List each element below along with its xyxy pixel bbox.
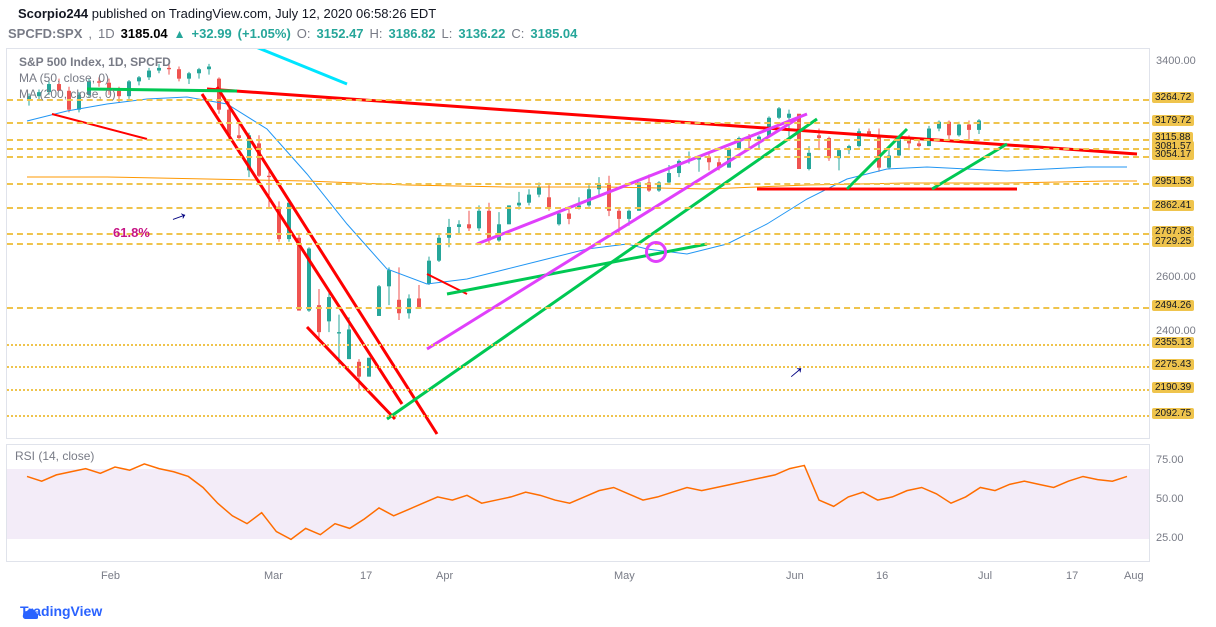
- publish-header: Scorpio244 published on TradingView.com,…: [18, 6, 436, 21]
- rsi-y-tick: 50.00: [1156, 493, 1184, 505]
- last-price: 3185.04: [121, 26, 168, 41]
- interval: 1D: [98, 26, 115, 41]
- h-level-dotted: [7, 344, 1149, 346]
- high-val: 3186.82: [389, 26, 436, 41]
- x-tick: Jul: [978, 570, 992, 582]
- change: +32.99: [192, 26, 232, 41]
- rsi-legend: RSI (14, close): [15, 449, 94, 463]
- x-tick: Mar: [264, 570, 283, 582]
- y-level-badge: 2494.26: [1152, 300, 1194, 311]
- ticker-row: SPCFD:SPX , 1D 3185.04 ▲ +32.99 (+1.05%)…: [8, 26, 577, 41]
- y-level-badge: 2355.13: [1152, 337, 1194, 348]
- cloud-icon: [20, 603, 38, 621]
- y-level-badge: 2190.39: [1152, 382, 1194, 393]
- pub-on: published on: [92, 6, 169, 21]
- fib-label: 61.8%: [113, 225, 150, 240]
- h-level-dashed: [7, 183, 1149, 185]
- ma200-legend: MA (200, close, 0): [19, 87, 171, 101]
- h-level-dashed: [7, 139, 1149, 141]
- low-val: 3136.22: [458, 26, 505, 41]
- rsi-chart[interactable]: RSI (14, close): [6, 444, 1150, 562]
- x-tick: 17: [1066, 570, 1078, 582]
- rsi-y-tick: 75.00: [1156, 454, 1184, 466]
- h-level-dashed: [7, 156, 1149, 158]
- y-level-badge: 3179.72: [1152, 115, 1194, 126]
- circle-marker: [645, 241, 667, 263]
- x-tick: 17: [360, 570, 372, 582]
- chart-legend: S&P 500 Index, 1D, SPCFD MA (50, close, …: [19, 55, 171, 103]
- y-level-badge: 3264.72: [1152, 92, 1194, 103]
- chart-title: S&P 500 Index, 1D, SPCFD: [19, 55, 171, 69]
- h-level-dotted: [7, 366, 1149, 368]
- y-level-badge: 2951.53: [1152, 176, 1194, 187]
- x-tick: 16: [876, 570, 888, 582]
- pub-datetime: July 12, 2020 06:58:26 EDT: [275, 6, 436, 21]
- author: Scorpio244: [18, 6, 88, 21]
- y-level-badge: 2729.25: [1152, 236, 1194, 247]
- price-chart[interactable]: S&P 500 Index, 1D, SPCFD MA (50, close, …: [6, 48, 1150, 439]
- h-level-dashed: [7, 122, 1149, 124]
- y-level-badge: 2767.83: [1152, 226, 1194, 237]
- y-level-badge: 2275.43: [1152, 359, 1194, 370]
- x-tick: May: [614, 570, 635, 582]
- y-level-badge: 2092.75: [1152, 408, 1194, 419]
- up-arrow-icon: ▲: [174, 27, 186, 41]
- x-tick: Feb: [101, 570, 120, 582]
- y-tick: 2600.00: [1156, 271, 1196, 283]
- h-level-dotted: [7, 389, 1149, 391]
- h-level-dashed: [7, 307, 1149, 309]
- open-val: 3152.47: [317, 26, 364, 41]
- rsi-y-axis: 75.00 50.00 25.00: [1150, 444, 1208, 562]
- site: TradingView.com: [169, 6, 268, 21]
- rsi-y-tick: 25.00: [1156, 532, 1184, 544]
- x-tick: Apr: [436, 570, 453, 582]
- x-tick: Aug: [1124, 570, 1144, 582]
- rsi-svg: [7, 445, 1151, 563]
- x-axis: Feb Mar 17 Apr May Jun 16 Jul 17 Aug: [6, 566, 1150, 588]
- y-level-badge: 3054.17: [1152, 149, 1194, 160]
- h-level-dashed: [7, 233, 1149, 235]
- h-level-dashed: [7, 148, 1149, 150]
- y-axis: 3400.002600.002400.003264.723179.723115.…: [1150, 48, 1208, 439]
- tradingview-logo[interactable]: TradingView: [20, 603, 102, 619]
- h-level-dashed: [7, 99, 1149, 101]
- h-level-dashed: [7, 243, 1149, 245]
- pct-change: (+1.05%): [238, 26, 291, 41]
- y-level-badge: 2862.41: [1152, 200, 1194, 211]
- y-tick: 2400.00: [1156, 325, 1196, 337]
- y-tick: 3400.00: [1156, 55, 1196, 67]
- symbol: SPCFD:SPX: [8, 26, 82, 41]
- ma50-legend: MA (50, close, 0): [19, 71, 171, 85]
- h-level-dotted: [7, 415, 1149, 417]
- x-tick: Jun: [786, 570, 804, 582]
- close-val: 3185.04: [530, 26, 577, 41]
